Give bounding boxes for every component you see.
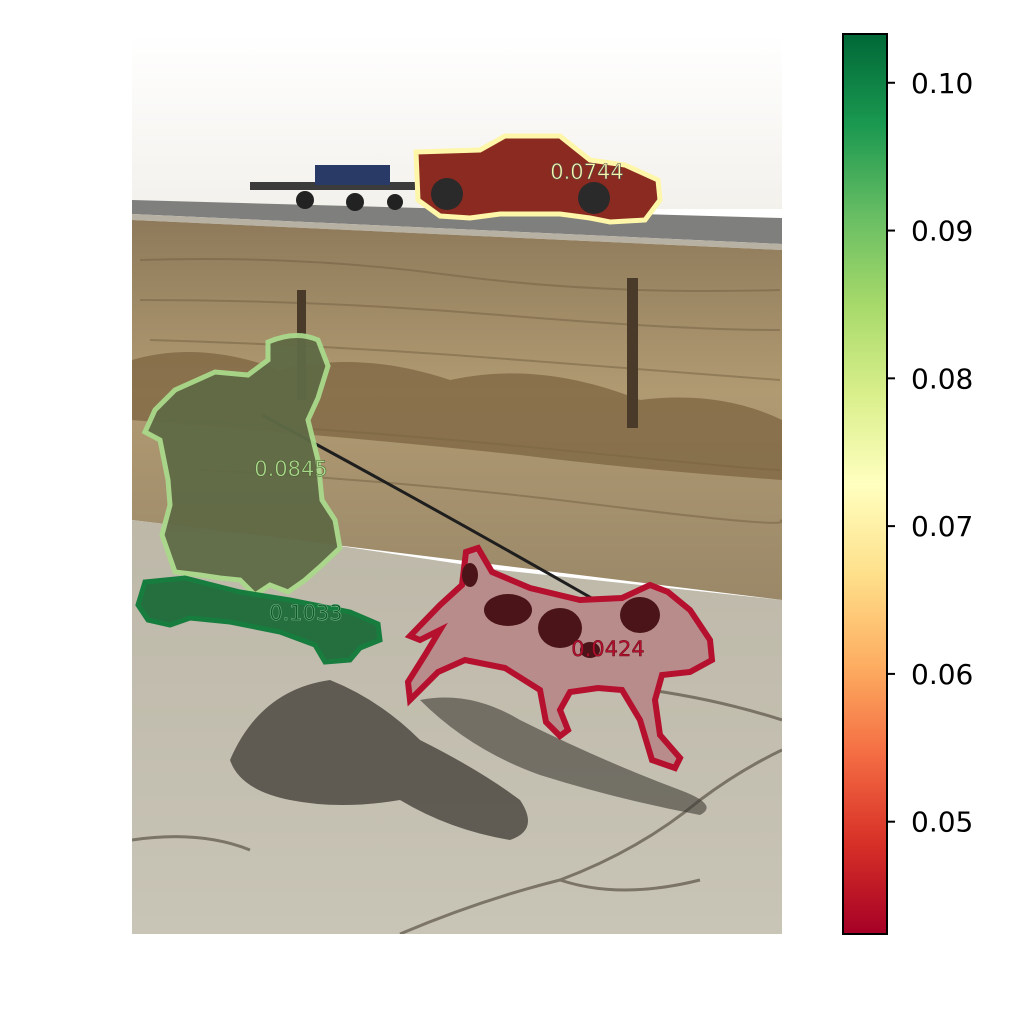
skateboard-score: 0.1033 xyxy=(269,601,342,625)
segment-truck[interactable]: 0.0744 xyxy=(413,133,663,225)
colorbar: 0.05 0.06 0.07 0.08 0.09 0.10 xyxy=(842,33,973,935)
segment-skateboard[interactable]: 0.1033 xyxy=(135,575,383,665)
person-mask xyxy=(141,333,343,599)
shadow xyxy=(230,680,528,840)
colorbar-gradient xyxy=(842,33,888,935)
dog-spots xyxy=(462,563,660,658)
colorbar-tick-label: 0.09 xyxy=(911,215,973,248)
colorbar-ticks: 0.05 0.06 0.07 0.08 0.09 0.10 xyxy=(887,67,973,839)
trailer xyxy=(250,165,415,211)
fence-post xyxy=(627,278,638,428)
colorbar-tick-label: 0.07 xyxy=(911,510,973,543)
colorbar-tick-label: 0.05 xyxy=(911,806,973,839)
skateboard-mask xyxy=(135,575,383,665)
person-score: 0.0845 xyxy=(254,457,327,481)
colorbar-tick-label: 0.06 xyxy=(911,658,973,691)
segment-dog[interactable]: 0.0424 xyxy=(404,544,716,772)
segment-person[interactable]: 0.0845 xyxy=(141,333,343,599)
colorbar-tick-label: 0.08 xyxy=(911,362,973,395)
truck-score: 0.0744 xyxy=(550,160,623,184)
colorbar-tick-label: 0.10 xyxy=(911,67,973,100)
dog-score: 0.0424 xyxy=(571,637,644,661)
highway xyxy=(132,200,782,244)
